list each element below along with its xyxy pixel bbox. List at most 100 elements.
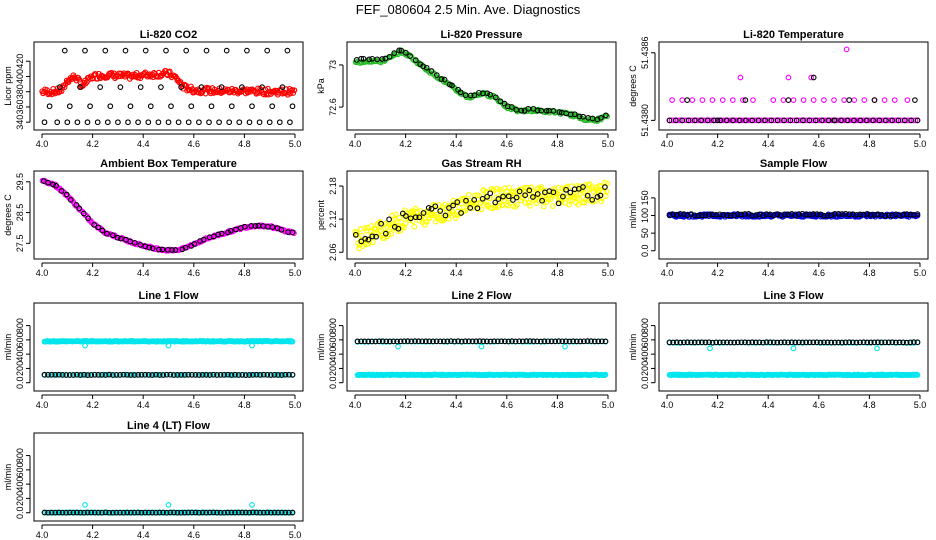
data-point — [138, 509, 145, 516]
data-point — [165, 502, 172, 508]
y-tick-label: 0.0 — [640, 376, 650, 389]
data-point — [52, 509, 59, 516]
data-point — [437, 338, 444, 345]
data-point — [266, 119, 273, 126]
data-point — [127, 372, 134, 378]
data-point — [199, 509, 206, 516]
data-point — [914, 211, 921, 217]
data-point — [673, 117, 679, 124]
data-point — [117, 372, 123, 378]
data-point — [543, 107, 550, 114]
data-point — [446, 205, 452, 211]
data-point — [487, 338, 494, 345]
data-point — [709, 339, 716, 346]
y-tick-label: 28.5 — [15, 204, 25, 222]
data-point — [122, 47, 129, 54]
y-tick-label: 0.0 — [640, 245, 650, 258]
x-tick-label: 4.6 — [813, 139, 826, 149]
y-tick-label: 200 — [15, 491, 25, 506]
data-point — [867, 339, 874, 346]
data-point — [66, 103, 73, 110]
data-point — [462, 338, 469, 345]
data-point — [271, 509, 278, 516]
data-point — [539, 197, 545, 204]
data-point — [861, 97, 868, 103]
data-point — [760, 212, 766, 219]
data-point — [73, 202, 80, 208]
data-point — [896, 339, 903, 346]
data-point — [875, 339, 881, 346]
data-point — [724, 212, 730, 219]
x-tick-label: 4.8 — [238, 268, 251, 278]
x-tick-label: 4.2 — [399, 139, 412, 149]
data-point — [874, 345, 880, 352]
data-point — [365, 236, 372, 243]
data-point — [738, 211, 745, 218]
data-point — [552, 338, 559, 345]
data-point — [218, 84, 225, 90]
data-point — [102, 372, 109, 378]
data-point — [677, 210, 684, 217]
x-tick-label: 4.8 — [551, 400, 564, 410]
data-point — [156, 372, 163, 378]
x-tick-label: 4.8 — [238, 139, 251, 149]
data-point — [59, 372, 66, 378]
data-point — [70, 509, 77, 516]
y-tick-label: 400 — [328, 347, 338, 362]
data-marks — [41, 502, 296, 516]
data-point — [167, 509, 174, 516]
data-point — [354, 338, 361, 345]
data-point — [264, 372, 271, 378]
y-tick-label: 800 — [640, 318, 650, 333]
data-point — [53, 182, 59, 189]
data-point — [720, 339, 727, 346]
data-point — [914, 117, 921, 124]
data-point — [167, 371, 174, 378]
data-point — [165, 119, 172, 126]
data-point — [232, 371, 238, 378]
data-point — [88, 509, 95, 516]
data-point — [558, 199, 565, 206]
data-point — [61, 47, 68, 54]
y-axis-label: degrees C — [3, 194, 13, 236]
data-point — [571, 111, 578, 118]
data-point — [870, 117, 876, 124]
data-point — [74, 119, 81, 126]
data-point — [74, 509, 80, 516]
data-point — [878, 211, 885, 218]
data-point — [487, 91, 494, 98]
data-point — [774, 117, 781, 124]
data-point — [289, 509, 296, 516]
data-point — [540, 203, 547, 210]
data-point — [737, 74, 744, 81]
data-point — [669, 97, 675, 103]
y-axis-label: percent — [316, 199, 326, 230]
data-point — [67, 197, 74, 203]
data-point — [864, 210, 871, 217]
data-point — [419, 338, 426, 345]
data-point — [562, 343, 568, 350]
data-point — [228, 509, 235, 516]
data-point — [785, 74, 792, 81]
data-point — [181, 509, 188, 516]
data-point — [382, 230, 389, 237]
data-point — [145, 119, 152, 126]
data-point — [182, 244, 189, 251]
data-point — [534, 191, 541, 197]
data-point — [711, 117, 717, 124]
data-point — [599, 338, 605, 345]
data-point — [498, 338, 505, 345]
data-point — [385, 231, 392, 238]
data-point — [210, 371, 217, 378]
data-point — [767, 211, 773, 218]
panel-4: Ambient Box Temperature degrees C 4.0 4.2 4.… — [3, 158, 304, 278]
data-point — [716, 211, 723, 218]
plot-frame — [33, 41, 304, 131]
data-point — [588, 338, 594, 344]
data-point — [438, 217, 444, 223]
y-tick-label: 600 — [15, 332, 25, 347]
data-point — [516, 338, 523, 345]
data-point — [806, 211, 813, 218]
data-point — [218, 230, 225, 237]
data-point — [684, 97, 691, 103]
